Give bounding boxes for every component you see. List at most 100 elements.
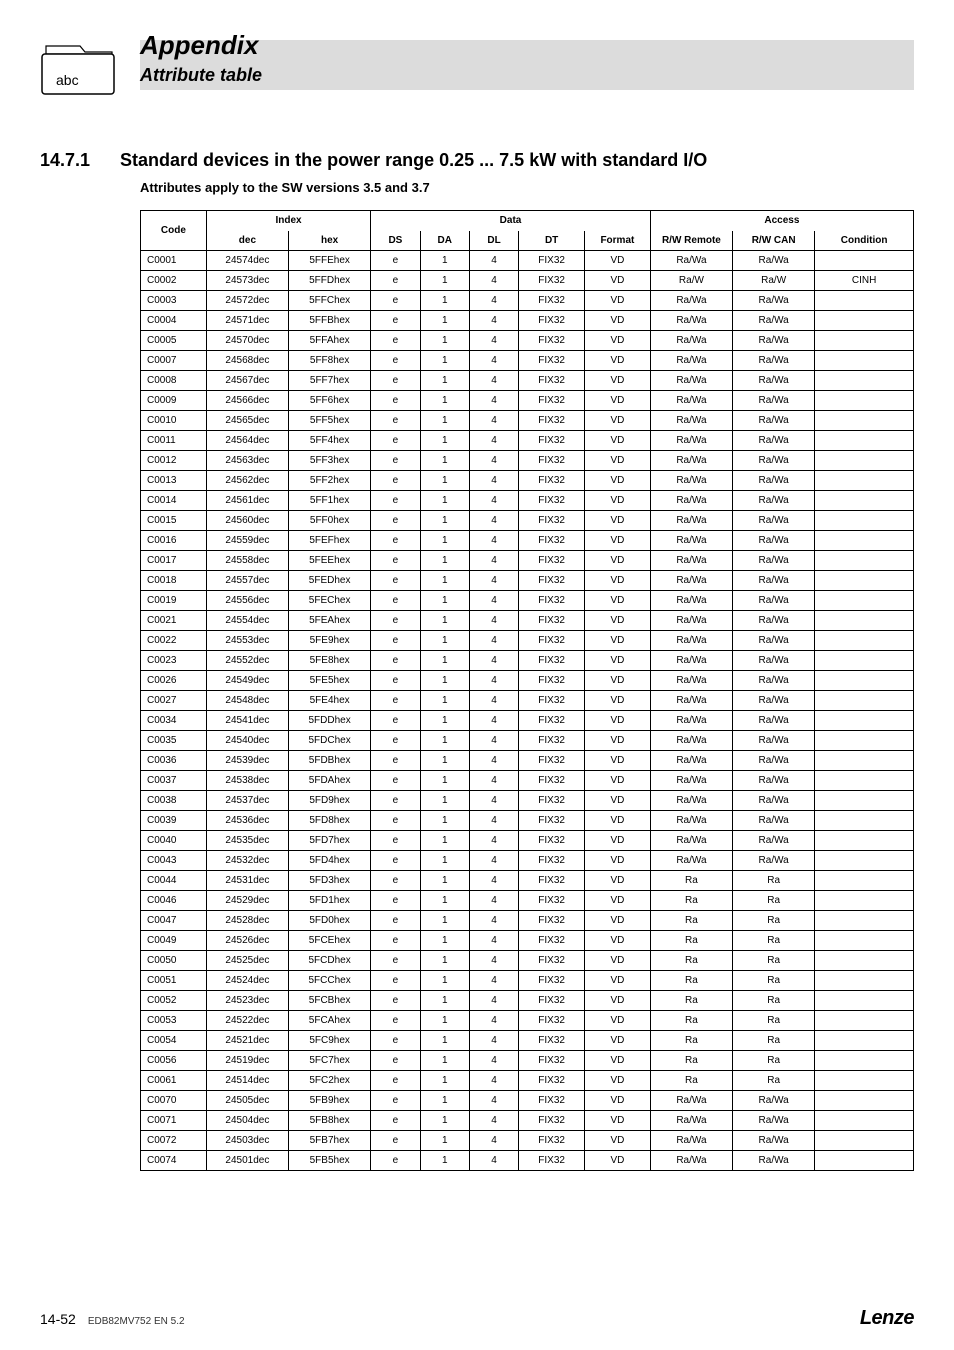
col-format: Format — [585, 231, 651, 251]
table-row: C001924556dec5FEChexe14FIX32VDRa/WaRa/Wa — [141, 591, 914, 611]
table-cell: e — [371, 1071, 420, 1091]
table-cell: C0050 — [141, 951, 207, 971]
table-cell: Ra/Wa — [650, 851, 732, 871]
table-cell: 24566dec — [206, 391, 288, 411]
table-cell: 4 — [469, 611, 518, 631]
table-cell: e — [371, 951, 420, 971]
table-cell: VD — [585, 931, 651, 951]
table-cell: 4 — [469, 991, 518, 1011]
table-cell: 5FD8hex — [289, 811, 371, 831]
table-cell: FIX32 — [519, 611, 585, 631]
table-cell: 1 — [420, 791, 469, 811]
table-cell: VD — [585, 611, 651, 631]
table-cell: 24532dec — [206, 851, 288, 871]
table-cell: e — [371, 931, 420, 951]
table-cell: Ra/Wa — [650, 831, 732, 851]
table-cell: 5FF8hex — [289, 351, 371, 371]
table-cell: Ra — [650, 891, 732, 911]
table-cell: 24541dec — [206, 711, 288, 731]
table-cell: 1 — [420, 731, 469, 751]
table-cell: 1 — [420, 991, 469, 1011]
table-cell: Ra — [650, 951, 732, 971]
table-cell: 24524dec — [206, 971, 288, 991]
table-cell — [815, 731, 914, 751]
col-code: Code — [141, 211, 207, 251]
table-cell — [815, 431, 914, 451]
table-cell: FIX32 — [519, 471, 585, 491]
col-dec: dec — [206, 231, 288, 251]
table-cell: 24565dec — [206, 411, 288, 431]
table-cell: e — [371, 551, 420, 571]
table-cell: Ra/Wa — [650, 371, 732, 391]
table-cell — [815, 1071, 914, 1091]
table-cell: 24571dec — [206, 311, 288, 331]
table-cell: 1 — [420, 831, 469, 851]
table-cell: Ra/Wa — [650, 491, 732, 511]
table-cell: 24521dec — [206, 1031, 288, 1051]
table-cell: e — [371, 811, 420, 831]
col-group-access: Access — [650, 211, 913, 231]
table-cell: 5FC7hex — [289, 1051, 371, 1071]
table-cell: 1 — [420, 451, 469, 471]
table-cell: Ra/Wa — [650, 811, 732, 831]
table-cell: C0007 — [141, 351, 207, 371]
table-cell: Ra/W — [650, 271, 732, 291]
table-cell: 5FF5hex — [289, 411, 371, 431]
table-cell: Ra — [650, 1051, 732, 1071]
table-cell: C0049 — [141, 931, 207, 951]
table-cell: C0010 — [141, 411, 207, 431]
table-cell: VD — [585, 991, 651, 1011]
table-cell: FIX32 — [519, 891, 585, 911]
table-cell: e — [371, 631, 420, 651]
table-cell: 4 — [469, 511, 518, 531]
table-cell: FIX32 — [519, 991, 585, 1011]
table-cell: FIX32 — [519, 971, 585, 991]
table-cell: VD — [585, 1111, 651, 1131]
table-cell: 24564dec — [206, 431, 288, 451]
table-cell: 1 — [420, 671, 469, 691]
table-cell: 4 — [469, 291, 518, 311]
table-row: C002624549dec5FE5hexe14FIX32VDRa/WaRa/Wa — [141, 671, 914, 691]
table-cell: 24501dec — [206, 1151, 288, 1171]
table-cell: VD — [585, 511, 651, 531]
table-cell: Ra/Wa — [650, 291, 732, 311]
table-cell: VD — [585, 951, 651, 971]
table-cell: Ra — [650, 1031, 732, 1051]
table-cell: Ra/Wa — [733, 771, 815, 791]
table-row: C004024535dec5FD7hexe14FIX32VDRa/WaRa/Wa — [141, 831, 914, 851]
appendix-title: Appendix — [140, 30, 262, 61]
table-cell — [815, 611, 914, 631]
table-cell: e — [371, 711, 420, 731]
table-cell: 4 — [469, 411, 518, 431]
table-cell: C0013 — [141, 471, 207, 491]
table-cell: 5FCAhex — [289, 1011, 371, 1031]
table-cell: 1 — [420, 511, 469, 531]
table-cell: e — [371, 691, 420, 711]
table-cell: 4 — [469, 531, 518, 551]
table-cell: e — [371, 751, 420, 771]
col-ds: DS — [371, 231, 420, 251]
table-cell: C0003 — [141, 291, 207, 311]
table-cell: FIX32 — [519, 951, 585, 971]
table-cell: Ra/Wa — [650, 751, 732, 771]
table-cell: 1 — [420, 851, 469, 871]
table-cell: FIX32 — [519, 671, 585, 691]
table-cell: 24549dec — [206, 671, 288, 691]
table-cell: 4 — [469, 711, 518, 731]
table-cell: Ra/Wa — [733, 611, 815, 631]
page-footer: 14-52 EDB82MV752 EN 5.2 Lenze — [40, 1307, 914, 1330]
table-row: C003424541dec5FDDhexe14FIX32VDRa/WaRa/Wa — [141, 711, 914, 731]
table-cell: VD — [585, 431, 651, 451]
table-cell: Ra/Wa — [733, 811, 815, 831]
table-cell — [815, 1011, 914, 1031]
col-group-data: Data — [371, 211, 651, 231]
appendix-subtitle: Attribute table — [140, 65, 262, 86]
table-cell: e — [371, 591, 420, 611]
table-cell: 4 — [469, 871, 518, 891]
table-cell: Ra/Wa — [733, 451, 815, 471]
table-cell: Ra/Wa — [650, 711, 732, 731]
col-rw-can: R/W CAN — [733, 231, 815, 251]
table-cell — [815, 391, 914, 411]
table-row: C001724558dec5FEEhexe14FIX32VDRa/WaRa/Wa — [141, 551, 914, 571]
table-cell: e — [371, 651, 420, 671]
